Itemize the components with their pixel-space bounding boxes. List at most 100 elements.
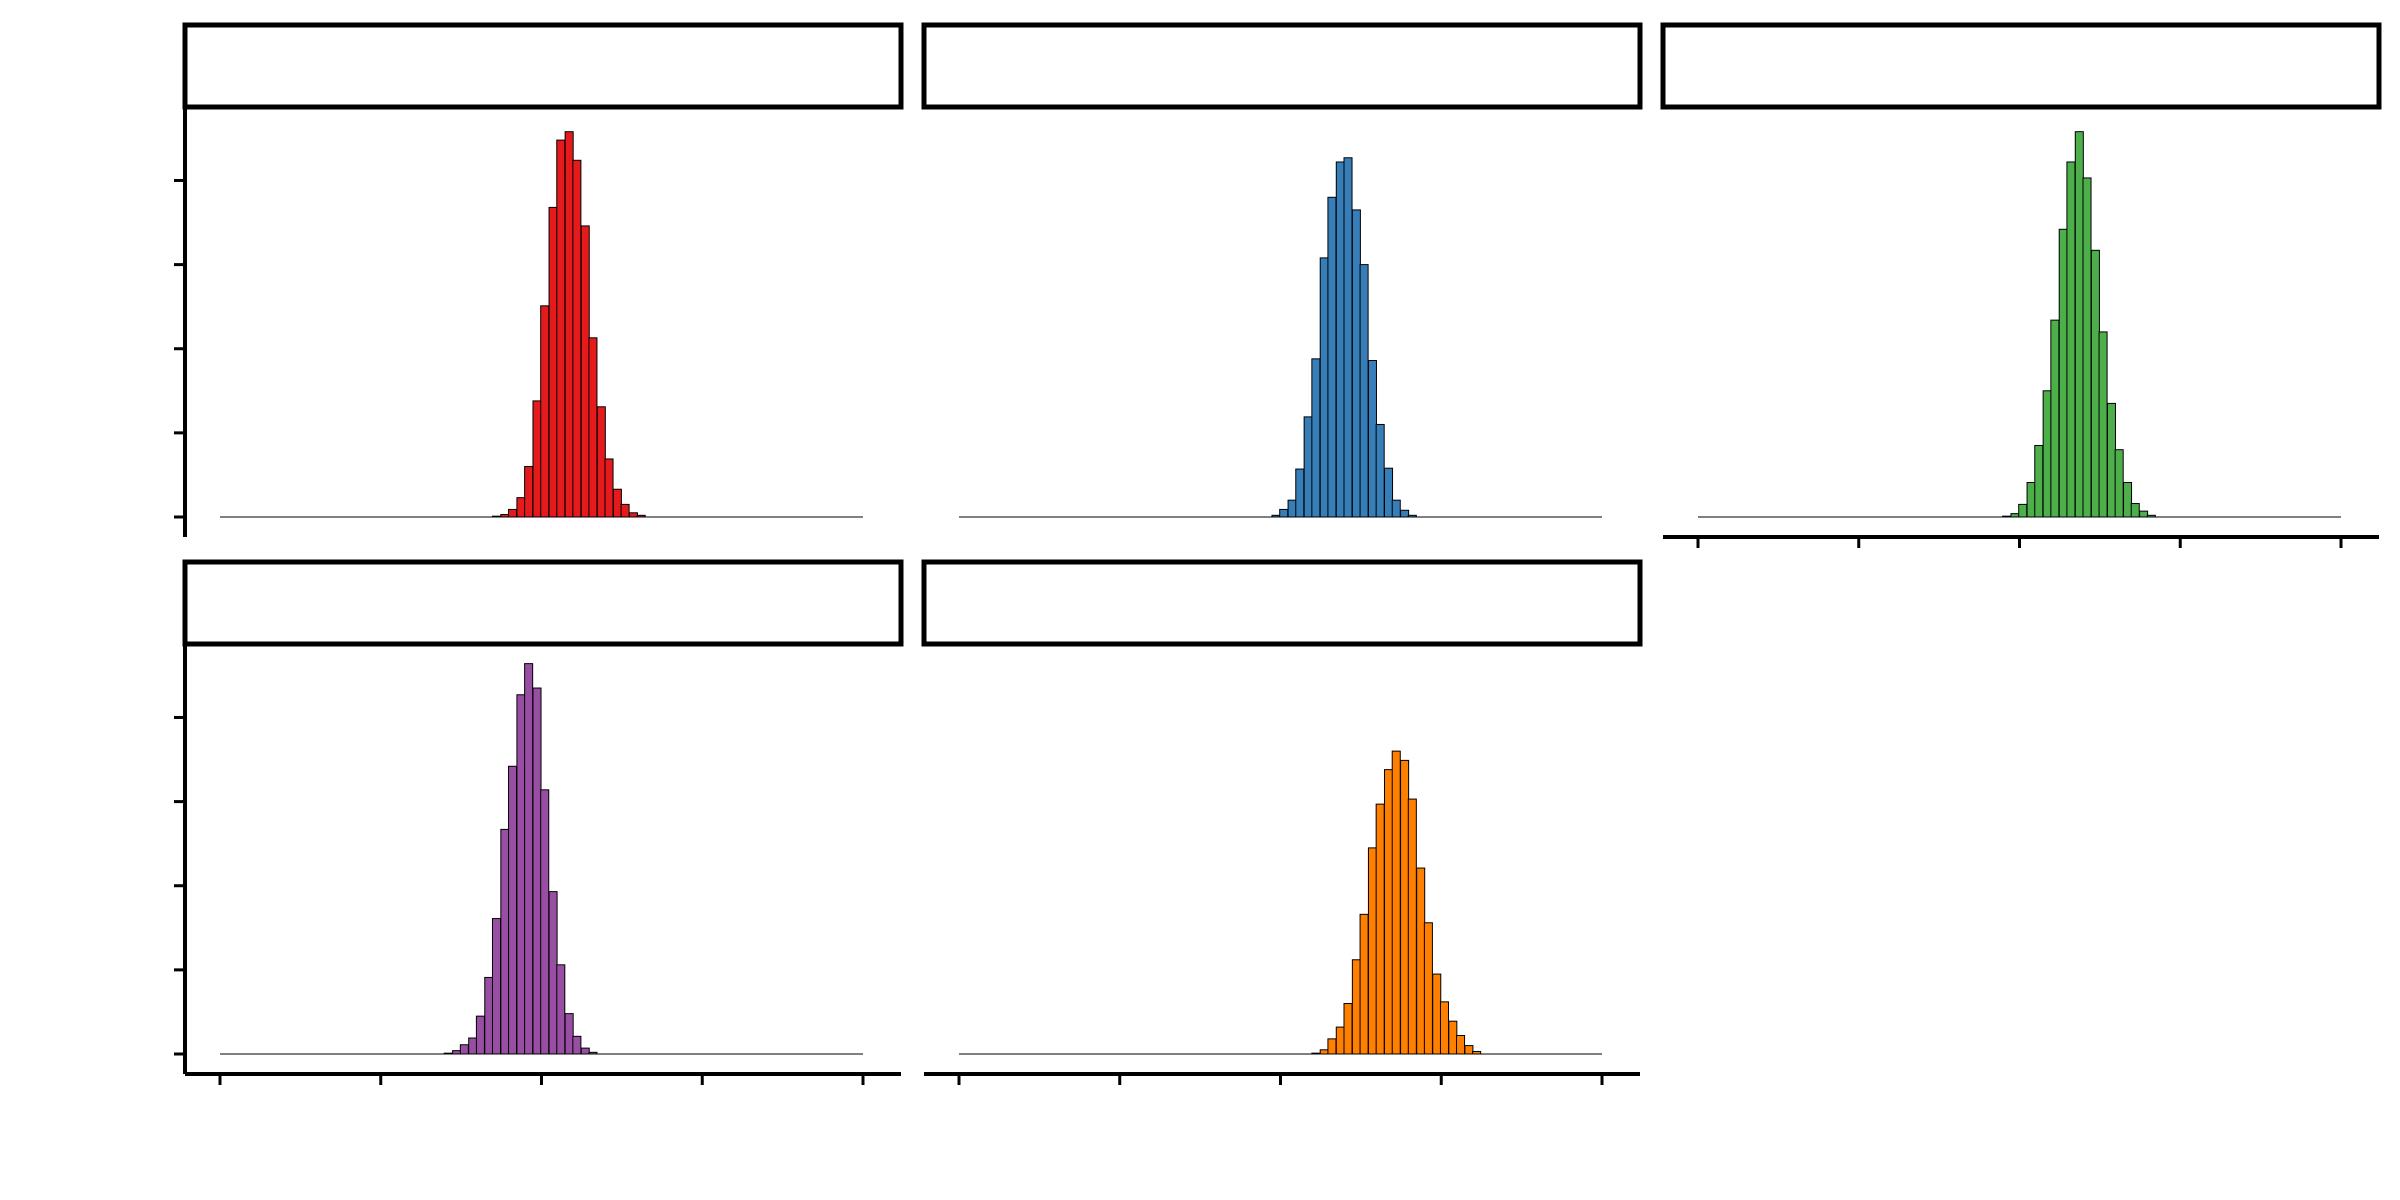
- histogram-bar-3-13: [2098, 331, 2108, 518]
- histogram-bar-5-5: [1343, 1003, 1353, 1055]
- y-axis-ticks-4: [174, 715, 185, 1056]
- histogram-bars-4: [443, 663, 598, 1055]
- histogram-bar-2-7: [1319, 257, 1329, 518]
- histogram-bar-4-8: [500, 828, 510, 1055]
- histogram-bar-1-12: [580, 225, 590, 518]
- histogram-bar-4-4: [468, 1037, 478, 1055]
- histogram-bar-3-10: [2074, 131, 2084, 518]
- facet-strip-3: [1660, 22, 2382, 110]
- histogram-bar-5-14: [1416, 867, 1426, 1055]
- histogram-bar-5-12: [1400, 759, 1410, 1055]
- histogram-bar-1-7: [540, 305, 550, 518]
- histogram-bar-1-13: [588, 337, 598, 518]
- histogram-bar-2-14: [1375, 423, 1385, 518]
- histogram-bar-2-9: [1335, 161, 1345, 518]
- histogram-bar-1-10: [564, 131, 574, 518]
- histogram-bar-1-15: [604, 458, 614, 518]
- histogram-bar-1-9: [556, 139, 566, 518]
- histogram-bar-3-5: [2034, 444, 2044, 518]
- facet-strip-4: [182, 559, 904, 647]
- histogram-bar-1-14: [596, 406, 606, 518]
- histogram-bar-5-20: [1464, 1045, 1474, 1055]
- histogram-bar-2-10: [1343, 157, 1353, 518]
- histogram-bar-3-16: [2123, 482, 2133, 518]
- histogram-bar-1-3: [508, 508, 518, 518]
- histogram-bar-3-15: [2114, 449, 2124, 518]
- histogram-bar-1-18: [628, 512, 638, 518]
- histogram-bar-1-4: [516, 497, 526, 518]
- facet-panel-5: [921, 559, 1643, 1085]
- histogram-bar-4-13: [540, 789, 550, 1055]
- histogram-bar-4-7: [491, 918, 502, 1055]
- histogram-bar-4-12: [532, 687, 542, 1055]
- histogram-bar-5-18: [1448, 1020, 1458, 1055]
- histogram-bar-2-8: [1327, 196, 1337, 518]
- histogram-bar-4-14: [548, 891, 558, 1055]
- histogram-bar-3-18: [2139, 510, 2149, 518]
- histogram-bar-4-2: [452, 1050, 462, 1055]
- histogram-bar-5-8: [1367, 847, 1377, 1055]
- facet-panel-3: [1660, 22, 2382, 548]
- histogram-bar-2-16: [1391, 499, 1401, 518]
- histogram-bar-5-9: [1375, 803, 1385, 1055]
- x-axis-ticks-5: [957, 1074, 1604, 1085]
- histogram-bar-4-16: [564, 1013, 574, 1055]
- histogram-bars-3: [2002, 131, 2156, 518]
- histogram-bar-4-6: [484, 976, 494, 1055]
- histogram-bars-2: [1271, 157, 1417, 518]
- histogram-bar-3-12: [2090, 249, 2100, 518]
- x-axis-ticks-4: [218, 1074, 865, 1085]
- histogram-bar-4-18: [580, 1047, 590, 1055]
- histogram-bar-2-3: [1287, 499, 1297, 518]
- histogram-bar-4-10: [516, 694, 526, 1055]
- histogram-bar-1-5: [524, 466, 534, 518]
- histogram-bar-4-5: [475, 1015, 485, 1055]
- histogram-bars-1: [491, 131, 646, 518]
- histogram-bar-2-2: [1279, 508, 1289, 518]
- histogram-bar-4-15: [556, 964, 566, 1055]
- histogram-bar-5-13: [1407, 798, 1417, 1055]
- histogram-bar-2-4: [1295, 468, 1305, 518]
- histogram-bar-1-11: [572, 159, 582, 518]
- histogram-bar-5-7: [1359, 913, 1369, 1055]
- facet-panel-1: [174, 22, 904, 537]
- histogram-bar-5-6: [1351, 959, 1361, 1055]
- histogram-bar-4-3: [459, 1044, 469, 1055]
- histogram-bar-2-12: [1359, 264, 1369, 518]
- histogram-bar-4-11: [524, 663, 534, 1055]
- histogram-bar-3-8: [2058, 228, 2068, 518]
- histogram-bar-5-19: [1456, 1034, 1466, 1055]
- facet-panel-4: [174, 559, 904, 1085]
- facet-strip-5: [921, 559, 1643, 647]
- histogram-bar-3-14: [2106, 402, 2116, 518]
- histogram-bars-5: [1311, 750, 1482, 1055]
- y-axis-ticks-1: [174, 178, 185, 519]
- histogram-bar-5-17: [1439, 1001, 1449, 1055]
- histogram-bar-5-16: [1432, 973, 1442, 1055]
- histogram-bar-2-15: [1384, 467, 1394, 518]
- histogram-bar-3-6: [2042, 390, 2052, 518]
- histogram-bar-5-2: [1319, 1049, 1329, 1055]
- histogram-bar-5-15: [1423, 922, 1433, 1055]
- histogram-bar-5-10: [1384, 769, 1394, 1055]
- histogram-bar-5-4: [1335, 1026, 1345, 1055]
- histogram-bar-3-9: [2066, 161, 2076, 518]
- facet-panel-2: [921, 22, 1643, 518]
- histogram-bar-4-9: [508, 765, 518, 1055]
- facet-strip-1: [182, 22, 904, 110]
- histogram-bar-1-17: [620, 503, 630, 518]
- histogram-bar-1-16: [612, 488, 622, 518]
- histogram-bar-2-11: [1351, 209, 1361, 518]
- histogram-bar-1-8: [548, 206, 558, 518]
- facet-strip-2: [921, 22, 1643, 110]
- histogram-bar-3-11: [2082, 177, 2092, 518]
- histogram-bar-3-3: [2018, 503, 2028, 518]
- histogram-bar-2-13: [1367, 360, 1377, 518]
- histogram-bar-2-6: [1311, 358, 1321, 518]
- x-axis-ticks-3: [1696, 537, 2343, 548]
- histogram-bar-3-7: [2050, 319, 2060, 518]
- histogram-bar-3-17: [2130, 503, 2140, 518]
- histogram-bar-2-5: [1303, 416, 1313, 518]
- histogram-bar-3-2: [2010, 513, 2020, 518]
